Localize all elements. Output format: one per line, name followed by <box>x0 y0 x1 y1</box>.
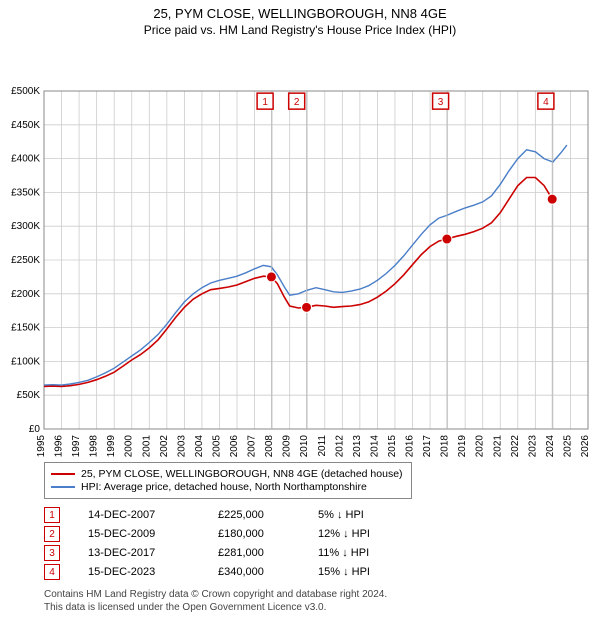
svg-text:2009: 2009 <box>282 434 293 457</box>
svg-text:2004: 2004 <box>194 434 205 457</box>
marker-3 <box>442 234 452 244</box>
svg-text:2020: 2020 <box>475 434 486 457</box>
marker-4 <box>547 194 557 204</box>
transaction-vs-hpi: 5% ↓ HPI <box>318 509 428 521</box>
svg-text:2016: 2016 <box>405 434 416 457</box>
legend-label: HPI: Average price, detached house, Nort… <box>81 481 367 493</box>
svg-text:2025: 2025 <box>562 434 573 457</box>
svg-text:2007: 2007 <box>247 434 258 457</box>
svg-text:2002: 2002 <box>159 434 170 457</box>
footer-line1: Contains HM Land Registry data © Crown c… <box>44 588 387 601</box>
svg-text:£150K: £150K <box>11 322 40 333</box>
svg-text:£400K: £400K <box>11 153 40 164</box>
svg-text:1997: 1997 <box>71 434 82 457</box>
legend-swatch <box>51 473 75 475</box>
svg-text:2001: 2001 <box>141 434 152 457</box>
svg-text:2022: 2022 <box>510 434 521 457</box>
svg-text:2014: 2014 <box>369 434 380 457</box>
svg-text:2005: 2005 <box>211 434 222 457</box>
svg-text:2010: 2010 <box>299 434 310 457</box>
transaction-date: 15-DEC-2023 <box>88 566 218 578</box>
svg-text:£250K: £250K <box>11 255 40 266</box>
svg-text:2023: 2023 <box>527 434 538 457</box>
svg-text:£0: £0 <box>29 424 41 435</box>
legend-item: HPI: Average price, detached house, Nort… <box>51 481 403 493</box>
svg-text:1996: 1996 <box>54 434 65 457</box>
transaction-badge: 3 <box>44 545 60 561</box>
transactions-table: 1 14-DEC-2007£225,0005% ↓ HPI 2 15-DEC-2009… <box>44 504 428 583</box>
transaction-badge: 2 <box>44 526 60 542</box>
svg-text:£200K: £200K <box>11 289 40 300</box>
transaction-price: £180,000 <box>218 528 318 540</box>
legend-label: 25, PYM CLOSE, WELLINGBOROUGH, NN8 4GE (… <box>81 468 403 480</box>
transaction-row: 2 15-DEC-2009£180,00012% ↓ HPI <box>44 526 428 542</box>
transaction-row: 3 13-DEC-2017£281,00011% ↓ HPI <box>44 545 428 561</box>
transaction-price: £281,000 <box>218 547 318 559</box>
svg-text:2015: 2015 <box>387 434 398 457</box>
marker-1 <box>266 272 276 282</box>
svg-text:£500K: £500K <box>11 86 40 97</box>
svg-text:2008: 2008 <box>264 434 275 457</box>
svg-text:1: 1 <box>262 97 268 108</box>
svg-text:1998: 1998 <box>89 434 100 457</box>
svg-text:2017: 2017 <box>422 434 433 457</box>
chart-title-line2: Price paid vs. HM Land Registry's House … <box>0 23 600 41</box>
legend-item: 25, PYM CLOSE, WELLINGBOROUGH, NN8 4GE (… <box>51 468 403 480</box>
transaction-date: 13-DEC-2017 <box>88 547 218 559</box>
transaction-row: 1 14-DEC-2007£225,0005% ↓ HPI <box>44 507 428 523</box>
svg-text:2021: 2021 <box>492 434 503 457</box>
marker-2 <box>302 302 312 312</box>
transaction-vs-hpi: 15% ↓ HPI <box>318 566 428 578</box>
svg-text:2011: 2011 <box>317 434 328 456</box>
svg-text:2013: 2013 <box>352 434 363 457</box>
svg-text:2012: 2012 <box>334 434 345 457</box>
svg-text:£100K: £100K <box>11 356 40 367</box>
svg-text:1995: 1995 <box>36 434 47 457</box>
svg-text:1999: 1999 <box>106 434 117 457</box>
svg-text:£350K: £350K <box>11 187 40 198</box>
transaction-date: 15-DEC-2009 <box>88 528 218 540</box>
svg-text:£50K: £50K <box>17 390 41 401</box>
svg-text:2: 2 <box>294 97 300 108</box>
svg-text:4: 4 <box>543 97 549 108</box>
footer-line2: This data is licensed under the Open Gov… <box>44 601 387 614</box>
transaction-badge: 4 <box>44 564 60 580</box>
svg-text:2024: 2024 <box>545 434 556 457</box>
svg-text:2003: 2003 <box>176 434 187 457</box>
svg-text:2006: 2006 <box>229 434 240 457</box>
transaction-price: £225,000 <box>218 509 318 521</box>
transaction-vs-hpi: 12% ↓ HPI <box>318 528 428 540</box>
footer-attribution: Contains HM Land Registry data © Crown c… <box>44 588 387 614</box>
transaction-badge: 1 <box>44 507 60 523</box>
legend-swatch <box>51 486 75 488</box>
chart-legend: 25, PYM CLOSE, WELLINGBOROUGH, NN8 4GE (… <box>44 462 412 499</box>
svg-text:£300K: £300K <box>11 221 40 232</box>
transaction-row: 4 15-DEC-2023£340,00015% ↓ HPI <box>44 564 428 580</box>
svg-text:2026: 2026 <box>580 434 591 457</box>
svg-text:£450K: £450K <box>11 120 40 131</box>
price-line-chart: £0 £50K £100K £150K £200K £250K £300K £350K £400… <box>0 41 600 461</box>
svg-text:2019: 2019 <box>457 434 468 457</box>
svg-text:2000: 2000 <box>124 434 135 457</box>
transaction-price: £340,000 <box>218 566 318 578</box>
transaction-date: 14-DEC-2007 <box>88 509 218 521</box>
svg-text:2018: 2018 <box>440 434 451 457</box>
chart-title-line1: 25, PYM CLOSE, WELLINGBOROUGH, NN8 4GE <box>0 0 600 23</box>
svg-text:3: 3 <box>438 97 444 108</box>
transaction-vs-hpi: 11% ↓ HPI <box>318 547 428 559</box>
chart-container: 25, PYM CLOSE, WELLINGBOROUGH, NN8 4GE P… <box>0 0 600 620</box>
